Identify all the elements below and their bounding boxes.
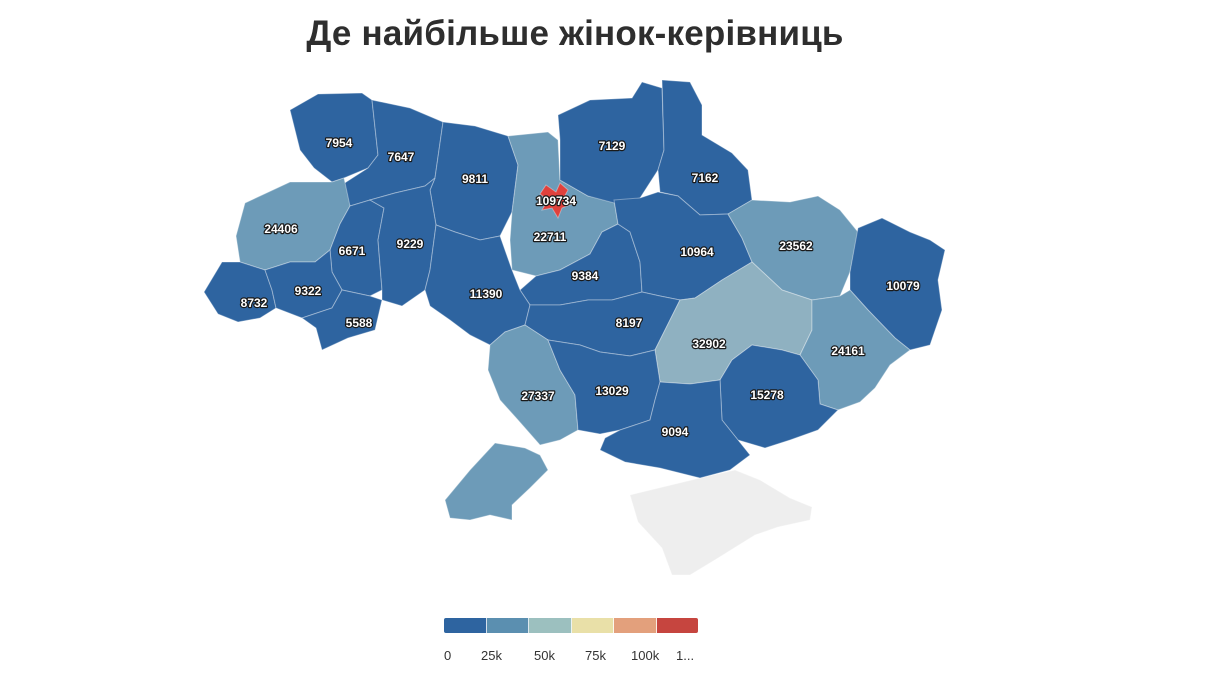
legend-swatch-4 <box>614 618 657 633</box>
label-chernivtsi: 5588 <box>346 316 373 330</box>
legend-tick-max: 1... <box>676 648 695 663</box>
legend-swatch-2 <box>529 618 572 633</box>
label-kyiv-city: 109734 <box>536 194 576 208</box>
label-kirovohrad: 8197 <box>616 316 643 330</box>
label-kharkiv: 23562 <box>779 239 813 253</box>
label-kherson: 9094 <box>662 425 689 439</box>
label-luhansk: 10079 <box>886 279 920 293</box>
region-kyiv-city[interactable] <box>539 182 574 220</box>
label-vinnytsia: 11390 <box>470 287 503 301</box>
label-ivano-frankivsk: 9322 <box>295 284 322 298</box>
label-ternopil: 6671 <box>339 244 366 258</box>
label-volyn: 7954 <box>326 136 353 150</box>
region-chernivtsi[interactable] <box>300 289 383 351</box>
label-odesa: 27337 <box>521 389 555 403</box>
label-kyiv-oblast: 22711 <box>534 230 567 244</box>
label-rivne: 7647 <box>388 150 415 164</box>
label-donetsk: 24161 <box>831 344 865 358</box>
label-zaporizhzhia: 15278 <box>750 388 784 402</box>
legend-swatch-3 <box>571 618 614 633</box>
label-lviv: 24406 <box>264 222 298 236</box>
page-title: Де найбільше жінок-керівниць <box>306 14 844 53</box>
label-sumy: 7162 <box>692 171 719 185</box>
color-scale-legend: 0 25k 50k 75k 100k 1... <box>444 618 698 663</box>
legend-tick-50k: 50k <box>534 648 555 663</box>
label-zhytomyr: 9811 <box>462 172 488 186</box>
label-chernihiv: 7129 <box>599 139 626 153</box>
region-odesa-south <box>444 442 549 521</box>
label-zakarpattia: 8732 <box>241 296 268 310</box>
regions-layer <box>203 79 946 521</box>
label-cherkasy: 9384 <box>572 269 599 283</box>
legend-swatch-0 <box>444 618 487 633</box>
legend-tick-25k: 25k <box>481 648 502 663</box>
region-crimea <box>629 469 813 576</box>
region-kherson[interactable] <box>599 379 751 479</box>
legend-swatch-5 <box>656 618 698 633</box>
color-scale-bar <box>444 618 698 633</box>
legend-swatch-1 <box>486 618 529 633</box>
legend-tick-75k: 75k <box>585 648 606 663</box>
legend-tick-100k: 100k <box>631 648 660 663</box>
label-poltava: 10964 <box>680 245 714 259</box>
label-mykolaiv: 13029 <box>595 384 629 398</box>
legend-tick-0: 0 <box>444 648 452 663</box>
label-dnipro: 32902 <box>692 337 726 351</box>
label-khmelnytskyi: 9229 <box>397 237 424 251</box>
value-labels: 7954 7647 9811 109734 22711 7129 7162 24… <box>239 135 921 440</box>
region-zaporizhzhia[interactable] <box>719 344 839 449</box>
